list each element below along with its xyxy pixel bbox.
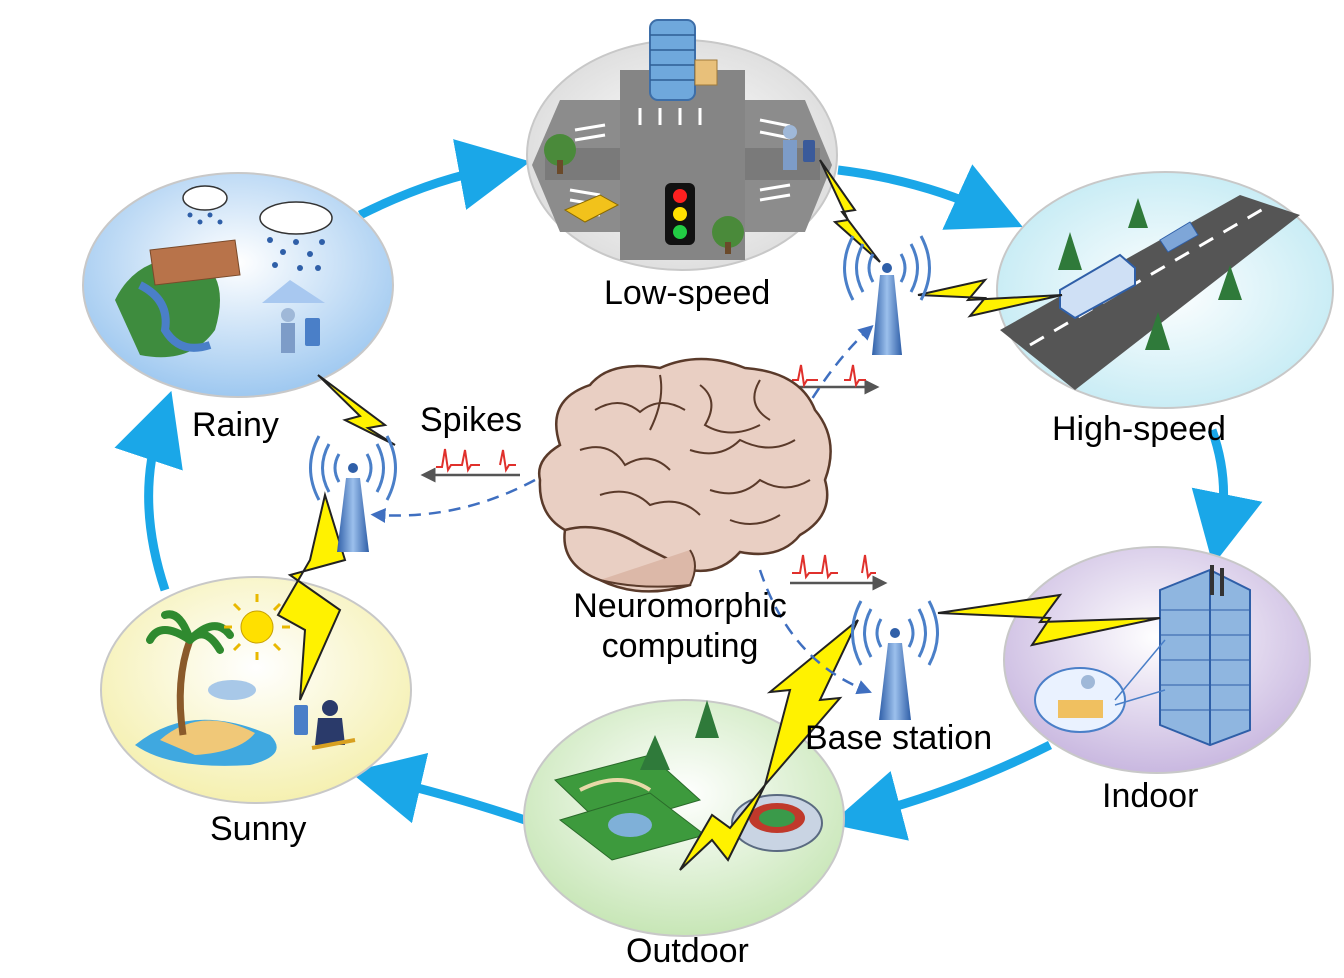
label-indoor: Indoor xyxy=(1102,777,1199,815)
rain-icon xyxy=(82,172,394,398)
label-outdoor: Outdoor xyxy=(626,932,749,970)
arrow-rainy-to-lowspeed xyxy=(357,139,531,220)
arrow-outdoor-to-sunny xyxy=(349,753,527,825)
arrow-sunny-to-rainy xyxy=(114,390,183,592)
bus-icon xyxy=(1059,253,1136,320)
label-sunny: Sunny xyxy=(210,810,307,848)
spike-train-left xyxy=(436,448,516,473)
label-neuromorphic-line1: Neuromorphic xyxy=(573,587,787,625)
label-rainy: Rainy xyxy=(192,406,279,444)
spike-trains xyxy=(420,364,888,591)
brain-links xyxy=(370,324,874,695)
car-icon xyxy=(1159,221,1199,253)
base-station-tower-icon xyxy=(843,235,931,355)
brain-icon xyxy=(537,357,832,593)
label-neuromorphic-computing: Neuromorphic computing xyxy=(560,586,800,666)
label-high-speed: High-speed xyxy=(1052,410,1226,448)
label-base-station: Base station xyxy=(805,719,993,757)
lightning-icon xyxy=(917,278,1063,318)
lightning-icon xyxy=(819,159,881,263)
sun-icon xyxy=(224,594,290,660)
highway-icon xyxy=(996,171,1334,409)
base-station-tower-icon xyxy=(309,435,397,552)
lightning-icon xyxy=(276,491,347,701)
cloud-icon xyxy=(182,185,333,235)
city-intersection-icon xyxy=(526,19,838,271)
lightning-icon xyxy=(317,374,396,446)
park-stadium-icon xyxy=(523,699,845,937)
arrow-lowspeed-to-highspeed xyxy=(837,164,1023,230)
lightning-icon xyxy=(679,784,766,871)
label-low-speed: Low-speed xyxy=(604,274,771,312)
lightning-icon xyxy=(937,593,1161,647)
label-neuromorphic-line2: computing xyxy=(601,627,759,665)
base-station-tower-icon xyxy=(851,600,939,720)
arrow-indoor-to-outdoor xyxy=(830,740,1053,841)
link-to-left-station xyxy=(370,478,536,523)
spike-train-top xyxy=(792,364,866,388)
wireless-links xyxy=(276,159,1161,871)
office-building-icon xyxy=(1003,546,1311,774)
beach-icon xyxy=(100,576,412,804)
spike-train-bottom xyxy=(792,554,876,580)
person-with-phone-icon xyxy=(783,125,815,170)
person-with-umbrella-icon xyxy=(281,308,320,353)
arrow-highspeed-to-indoor xyxy=(1191,428,1263,566)
label-spikes: Spikes xyxy=(420,401,523,439)
cycle-arrows xyxy=(114,139,1263,841)
link-to-bottom-station xyxy=(758,569,872,695)
person-sitting-icon xyxy=(294,700,356,750)
